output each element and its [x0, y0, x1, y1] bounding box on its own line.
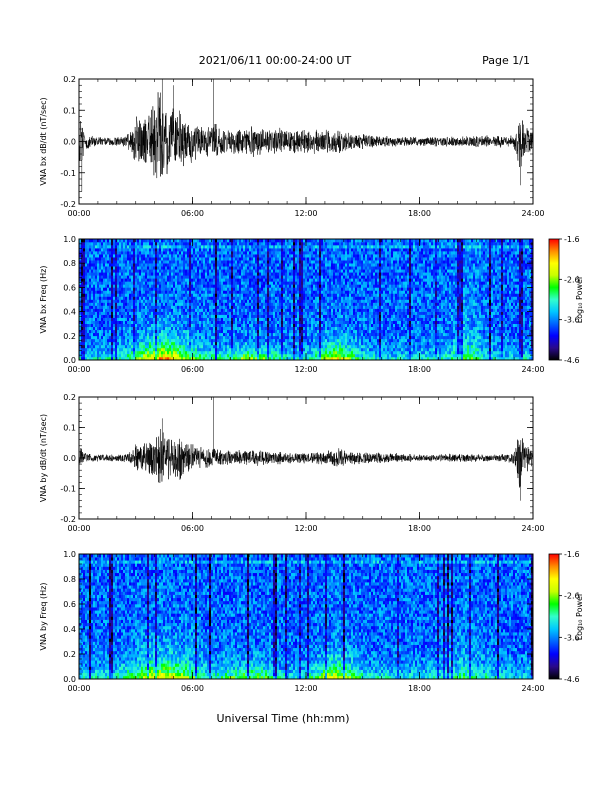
x-tick-label: 00:00 — [67, 209, 90, 218]
colorbar-label: Log₁₀ Power — [575, 275, 584, 323]
x-tick-label: 00:00 — [67, 684, 90, 693]
y-tick-label: 1.0 — [63, 235, 76, 244]
dbdt-trace — [79, 397, 533, 501]
dbdt-trace — [79, 76, 533, 192]
panel-by-dbdt: 0.2 0.1 0.0 -0.1 -0.200:00 06:00 12:00 18:00 24:… — [39, 393, 545, 533]
x-tick-label: 06:00 — [181, 209, 204, 218]
y-tick-label: -0.1 — [60, 485, 76, 494]
colorbar-tick-label: -4.6 — [564, 675, 580, 684]
x-tick-label: 18:00 — [408, 209, 431, 218]
header-page-number: Page 1/1 — [482, 54, 530, 67]
x-tick-label: 00:00 — [67, 365, 90, 374]
colorbar-gradient — [549, 239, 559, 360]
x-axis-label: Universal Time (hh:mm) — [217, 712, 350, 725]
colorbar-tick-label: -4.6 — [564, 356, 580, 365]
y-tick-label: 0.2 — [63, 393, 76, 402]
x-tick-label: 12:00 — [294, 524, 317, 533]
colorbar-label: Log₁₀ Power — [575, 592, 584, 640]
y-axis-label: VNA bx Freq (Hz) — [39, 266, 48, 334]
y-tick-label: -0.1 — [60, 169, 76, 178]
y-axis-label: VNA by dB/dt (nT/sec) — [39, 414, 48, 502]
panel-bx-dbdt: 0.2 0.1 0.0 -0.1 -0.200:00 06:00 12:00 18:00 24:… — [39, 75, 545, 218]
x-tick-label: 00:00 — [67, 524, 90, 533]
y-tick-label: 0.4 — [63, 625, 76, 634]
y-tick-label: 0.0 — [63, 454, 76, 463]
x-tick-label: 06:00 — [181, 365, 204, 374]
y-tick-label: 0.2 — [63, 75, 76, 84]
y-tick-label: 0.2 — [63, 332, 76, 341]
x-tick-label: 06:00 — [181, 524, 204, 533]
colorbar-tick-label: -1.6 — [564, 235, 580, 244]
x-tick-label: 18:00 — [408, 365, 431, 374]
x-tick-label: 24:00 — [521, 365, 544, 374]
y-tick-label: 0.4 — [63, 308, 76, 317]
x-tick-label: 18:00 — [408, 684, 431, 693]
y-tick-label: 0.1 — [63, 106, 76, 115]
y-axis-label: VNA by Freq (Hz) — [39, 583, 48, 651]
y-tick-label: 0.6 — [63, 600, 76, 609]
x-tick-label: 12:00 — [294, 209, 317, 218]
x-tick-label: 18:00 — [408, 524, 431, 533]
colorbar-gradient — [549, 554, 559, 679]
y-tick-label: 0.8 — [63, 575, 76, 584]
x-tick-label: 24:00 — [521, 684, 544, 693]
y-tick-label: 0.1 — [63, 424, 76, 433]
x-tick-label: 24:00 — [521, 209, 544, 218]
x-tick-label: 12:00 — [294, 365, 317, 374]
y-tick-label: 0.0 — [63, 356, 76, 365]
spectrogram-cells — [79, 239, 533, 360]
x-tick-label: 24:00 — [521, 524, 544, 533]
y-tick-label: 0.0 — [63, 675, 76, 684]
x-tick-label: 12:00 — [294, 684, 317, 693]
y-tick-label: -0.2 — [60, 515, 76, 524]
header-date-range: 2021/06/11 00:00-24:00 UT — [199, 54, 352, 67]
y-tick-label: 0.8 — [63, 259, 76, 268]
y-tick-label: -0.2 — [60, 200, 76, 209]
y-tick-label: 0.2 — [63, 650, 76, 659]
spectrogram-cells — [79, 554, 533, 679]
y-axis-label: VNA bx dB/dt (nT/sec) — [39, 97, 48, 185]
y-tick-label: 0.6 — [63, 283, 76, 292]
colorbar-tick-label: -1.6 — [564, 550, 580, 559]
y-tick-label: 1.0 — [63, 550, 76, 559]
x-tick-label: 06:00 — [181, 684, 204, 693]
y-tick-label: 0.0 — [63, 138, 76, 147]
